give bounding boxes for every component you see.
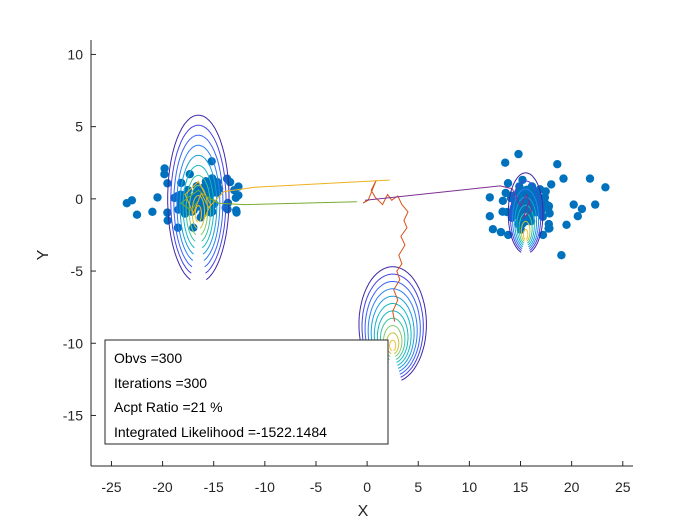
- y-tick-label: 10: [67, 46, 83, 62]
- chain-line: [184, 179, 390, 221]
- x-tick-label: 5: [414, 479, 422, 495]
- scatter-point: [557, 251, 566, 260]
- scatter-point: [160, 164, 169, 173]
- scatter-point: [591, 200, 600, 209]
- scatter-point: [163, 208, 172, 217]
- contour-line: [179, 154, 218, 255]
- x-tick-label: 25: [615, 479, 631, 495]
- contour-line: [516, 204, 535, 246]
- contour-line: [512, 188, 540, 250]
- scatter-point: [225, 177, 235, 187]
- scatter-point: [518, 175, 527, 185]
- x-tick-label: -15: [204, 479, 224, 495]
- scatter-point: [163, 179, 172, 188]
- chain-line: [362, 179, 409, 322]
- contour-line: [182, 164, 215, 249]
- scatter-point: [232, 206, 241, 215]
- scatter-point: [515, 182, 524, 191]
- y-tick-label: 5: [75, 119, 83, 135]
- legend-box-frame: [104, 339, 389, 445]
- axes: [90, 40, 633, 467]
- scatter-point: [585, 174, 595, 183]
- y-axis-title: Y: [35, 249, 52, 260]
- contour-line: [176, 144, 221, 261]
- scatter-point: [496, 227, 506, 237]
- contour-line: [173, 134, 224, 268]
- x-ticks: -25 -20 -15 -10 -5 0 5 10 15 20 25: [101, 461, 631, 495]
- contour-line: [194, 205, 202, 223]
- y-tick-label: -10: [63, 335, 83, 351]
- legend-line-acpt-ratio: Acpt Ratio =21 %: [114, 399, 223, 415]
- scatter-point: [163, 216, 172, 225]
- scatter-point: [127, 196, 137, 205]
- contour-line: [507, 172, 544, 253]
- y-tick-label: -15: [63, 407, 83, 423]
- contour-line: [188, 185, 209, 236]
- y-ticks: -15 -10 -5 0 5 10: [63, 46, 96, 423]
- contour-line: [509, 180, 542, 251]
- contour-line: [389, 339, 397, 352]
- x-tick-label: 20: [564, 479, 580, 495]
- contour-line: [520, 220, 531, 242]
- x-tick-label: -10: [255, 479, 275, 495]
- x-tick-label: -5: [310, 479, 323, 495]
- x-tick-label: 0: [363, 479, 371, 495]
- scatter-point: [185, 170, 194, 179]
- legend-line-obvs: Obvs =300: [114, 350, 182, 366]
- scatter-point: [569, 200, 578, 209]
- chain-line: [365, 185, 533, 220]
- scatter-point: [553, 160, 562, 169]
- chain-layer: [180, 179, 533, 322]
- x-tick-label: 15: [513, 479, 529, 495]
- scatter-point: [148, 207, 157, 216]
- scatter-point: [514, 149, 523, 159]
- contour-line: [523, 229, 529, 240]
- scatter-point: [485, 193, 494, 202]
- scatter-point: [562, 220, 571, 229]
- scatter-point: [498, 207, 507, 216]
- scatter-point: [601, 183, 610, 192]
- scatter-point: [573, 212, 582, 221]
- legend-line-likelihood: Integrated Likelihood =-1522.1484: [114, 424, 327, 440]
- scatter-point: [231, 193, 240, 202]
- scatter-point: [485, 212, 494, 221]
- scatter-point: [547, 180, 556, 189]
- x-tick-label: -20: [152, 479, 172, 495]
- y-tick-label: -5: [71, 263, 84, 279]
- x-tick-label: -25: [101, 479, 121, 495]
- x-tick-label: 10: [462, 479, 478, 495]
- x-axis-title: X: [358, 503, 369, 520]
- scatter-point: [498, 196, 508, 205]
- contour-line: [518, 212, 533, 244]
- scatter-point: [132, 210, 142, 219]
- y-tick-label: 0: [75, 191, 83, 207]
- contour-line: [185, 174, 212, 242]
- scatter-point: [544, 201, 554, 211]
- scatter-point: [514, 219, 523, 229]
- scatter-point: [559, 174, 568, 183]
- contour-line: [170, 124, 227, 274]
- scatter-point: [520, 186, 530, 195]
- scatter-point: [545, 224, 554, 233]
- scatter-point: [577, 204, 587, 214]
- scatter-point: [503, 179, 513, 188]
- contour-line: [167, 114, 230, 281]
- scatter-point: [488, 225, 498, 234]
- legend-box: Obvs =300 Iterations =300 Acpt Ratio =21…: [104, 339, 389, 445]
- legend-line-iterations: Iterations =300: [114, 375, 207, 391]
- scatter-point: [153, 193, 162, 202]
- scatter-point: [501, 158, 510, 167]
- chain-line: [180, 189, 357, 212]
- scatter-point: [541, 187, 550, 196]
- scatter-point: [223, 205, 232, 214]
